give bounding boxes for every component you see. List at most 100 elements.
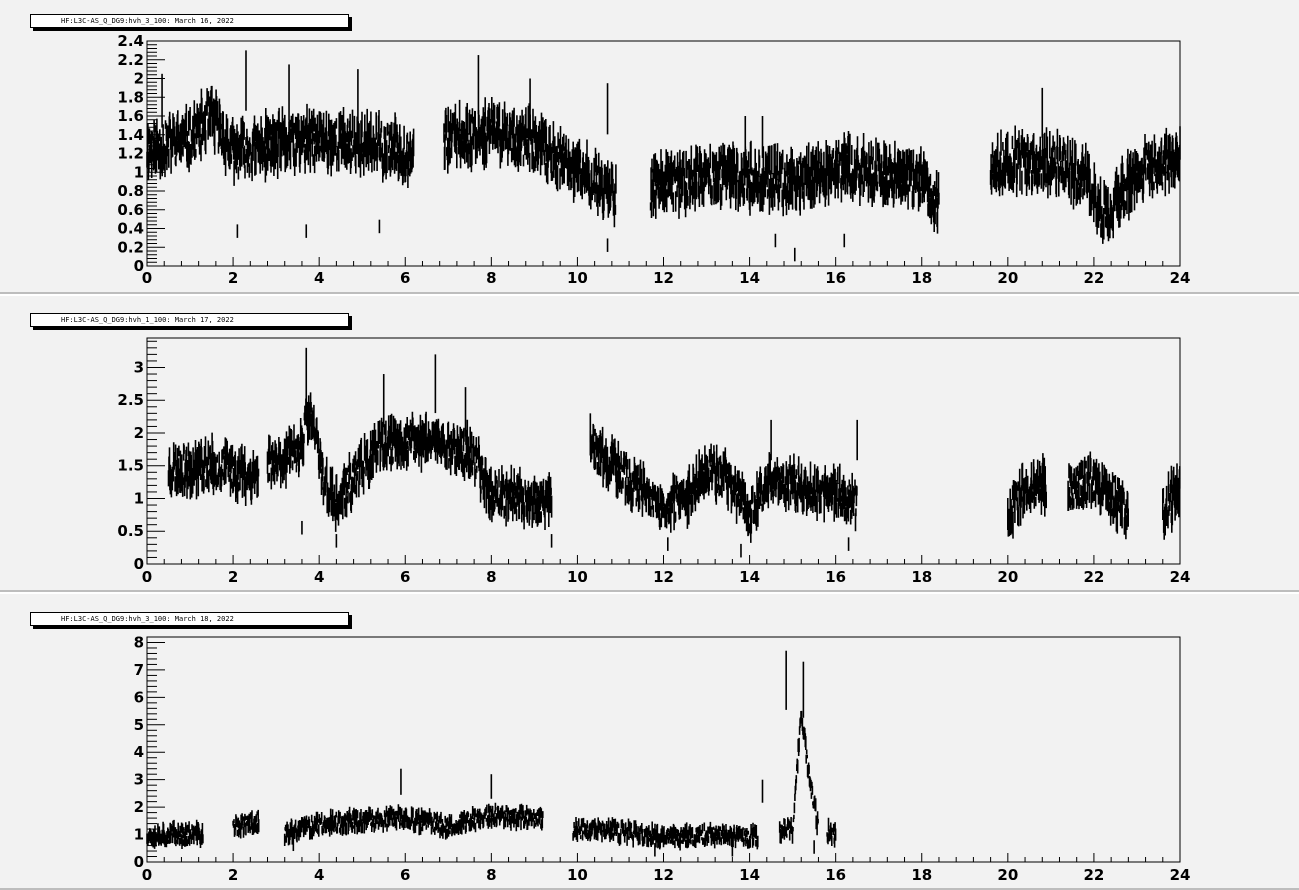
y-tick-label: 8 bbox=[134, 633, 144, 651]
data-segment bbox=[146, 85, 415, 188]
y-tick-label: 2.4 bbox=[117, 32, 144, 50]
data-segment bbox=[778, 710, 819, 844]
x-tick-label: 0 bbox=[142, 866, 152, 884]
y-tick-label: 0 bbox=[134, 555, 144, 573]
x-tick-label: 4 bbox=[314, 269, 324, 287]
y-tick-label: 4 bbox=[134, 743, 144, 761]
y-tick-label: 1.4 bbox=[117, 126, 144, 144]
x-axis: 0 2 4 6 8 10 12 14 16 18 20 22 24 bbox=[142, 257, 1191, 287]
data-segment bbox=[167, 432, 260, 506]
y-tick-label: 5 bbox=[134, 716, 144, 734]
x-tick-label: 12 bbox=[653, 269, 674, 287]
chart-title-3: HF:L3C-AS_Q_DG9:hvh_3_100: March 18, 202… bbox=[30, 612, 349, 626]
x-tick-label: 10 bbox=[567, 269, 588, 287]
x-axis: 0 2 4 6 8 10 12 14 16 18 20 22 24 bbox=[142, 555, 1191, 586]
y-tick-label: 1 bbox=[134, 826, 144, 844]
y-tick-label: 2.2 bbox=[117, 51, 144, 69]
y-tick-label: 1.6 bbox=[117, 107, 144, 125]
x-tick-label: 16 bbox=[825, 568, 846, 586]
x-tick-label: 22 bbox=[1083, 866, 1104, 884]
y-tick-label: 1 bbox=[134, 489, 144, 507]
data-segment bbox=[1007, 453, 1047, 539]
x-tick-label: 22 bbox=[1083, 568, 1104, 586]
y-tick-label: 7 bbox=[134, 661, 144, 679]
y-tick-label: 0.4 bbox=[117, 220, 144, 238]
x-tick-label: 18 bbox=[911, 269, 932, 287]
chart-title-2: HF:L3C-AS_Q_DG9:hvh_1_100: March 17, 202… bbox=[30, 313, 349, 327]
y-tick-label: 0 bbox=[134, 853, 144, 871]
x-tick-label: 6 bbox=[400, 269, 410, 287]
y-tick-label: 2.5 bbox=[117, 391, 144, 409]
chart-pad-3: HF:L3C-AS_Q_DG9:hvh_3_100: March 18, 202… bbox=[0, 594, 1299, 890]
x-tick-label: 20 bbox=[997, 269, 1018, 287]
data-segment bbox=[266, 392, 553, 532]
y-tick-label: 1.5 bbox=[117, 457, 144, 475]
x-tick-label: 0 bbox=[142, 269, 152, 287]
x-tick-label: 18 bbox=[911, 568, 932, 586]
y-tick-label: 3 bbox=[134, 358, 144, 376]
data-series bbox=[167, 347, 1181, 558]
data-segment bbox=[826, 817, 837, 848]
x-tick-label: 2 bbox=[228, 866, 238, 884]
x-tick-label: 24 bbox=[1170, 866, 1191, 884]
x-tick-label: 2 bbox=[228, 568, 238, 586]
data-segment bbox=[572, 817, 759, 851]
x-tick-label: 2 bbox=[228, 269, 238, 287]
y-axis: 0 0.5 1 1.5 2 2.5 3 bbox=[117, 340, 165, 573]
y-tick-label: 2 bbox=[134, 70, 144, 88]
x-tick-label: 10 bbox=[567, 568, 588, 586]
data-segment bbox=[649, 131, 940, 234]
x-tick-label: 14 bbox=[739, 568, 760, 586]
y-tick-label: 1.2 bbox=[117, 145, 144, 163]
x-tick-label: 14 bbox=[739, 269, 760, 287]
chart-title-1: HF:L3C-AS_Q_DG9:hvh_3_100: March 16, 202… bbox=[30, 14, 349, 28]
y-axis: 0 1 2 3 4 5 6 7 8 bbox=[134, 633, 165, 871]
x-tick-label: 12 bbox=[653, 568, 674, 586]
x-tick-label: 12 bbox=[653, 866, 674, 884]
x-tick-label: 8 bbox=[486, 269, 496, 287]
y-tick-label: 0.8 bbox=[117, 182, 144, 200]
y-tick-label: 0.5 bbox=[117, 522, 144, 540]
data-segment bbox=[589, 423, 858, 543]
x-tick-label: 10 bbox=[567, 866, 588, 884]
x-tick-label: 8 bbox=[486, 866, 496, 884]
y-tick-label: 2 bbox=[134, 424, 144, 442]
data-series bbox=[146, 650, 837, 857]
y-tick-label: 0.6 bbox=[117, 201, 144, 219]
x-tick-label: 8 bbox=[486, 568, 496, 586]
y-tick-label: 1 bbox=[134, 163, 144, 181]
x-tick-label: 20 bbox=[997, 866, 1018, 884]
data-segment bbox=[1067, 451, 1129, 540]
data-segment bbox=[146, 819, 204, 849]
y-tick-label: 2 bbox=[134, 798, 144, 816]
x-tick-label: 24 bbox=[1170, 269, 1191, 287]
x-tick-label: 18 bbox=[911, 866, 932, 884]
x-tick-label: 6 bbox=[400, 866, 410, 884]
x-tick-label: 16 bbox=[825, 269, 846, 287]
y-tick-label: 6 bbox=[134, 688, 144, 706]
chart-pad-2: HF:L3C-AS_Q_DG9:hvh_1_100: March 17, 202… bbox=[0, 296, 1299, 592]
x-tick-label: 6 bbox=[400, 568, 410, 586]
y-axis: 00.20.40.60.811.21.41.61.822.22.4 bbox=[117, 32, 165, 275]
x-tick-label: 4 bbox=[314, 866, 324, 884]
data-segment bbox=[232, 809, 260, 839]
data-series bbox=[146, 50, 1181, 262]
chart-pad-1: HF:L3C-AS_Q_DG9:hvh_3_100: March 16, 202… bbox=[0, 0, 1299, 294]
chart-plot-1: 0 2 4 6 8 10 12 14 16 18 20 22 2400.20.40.60.811.21.… bbox=[117, 32, 1191, 287]
y-tick-label: 3 bbox=[134, 771, 144, 789]
y-tick-label: 1.8 bbox=[117, 88, 144, 106]
x-tick-label: 4 bbox=[314, 568, 324, 586]
x-tick-label: 16 bbox=[825, 866, 846, 884]
data-segment bbox=[1162, 463, 1181, 540]
y-tick-label: 0.2 bbox=[117, 238, 144, 256]
x-tick-label: 0 bbox=[142, 568, 152, 586]
x-tick-label: 20 bbox=[997, 568, 1018, 586]
x-tick-label: 22 bbox=[1083, 269, 1104, 287]
x-tick-label: 14 bbox=[739, 866, 760, 884]
data-segment bbox=[443, 97, 617, 228]
data-segment bbox=[989, 125, 1181, 244]
x-tick-label: 24 bbox=[1170, 568, 1191, 586]
x-axis: 0 2 4 6 8 10 12 14 16 18 20 22 24 bbox=[142, 853, 1191, 884]
